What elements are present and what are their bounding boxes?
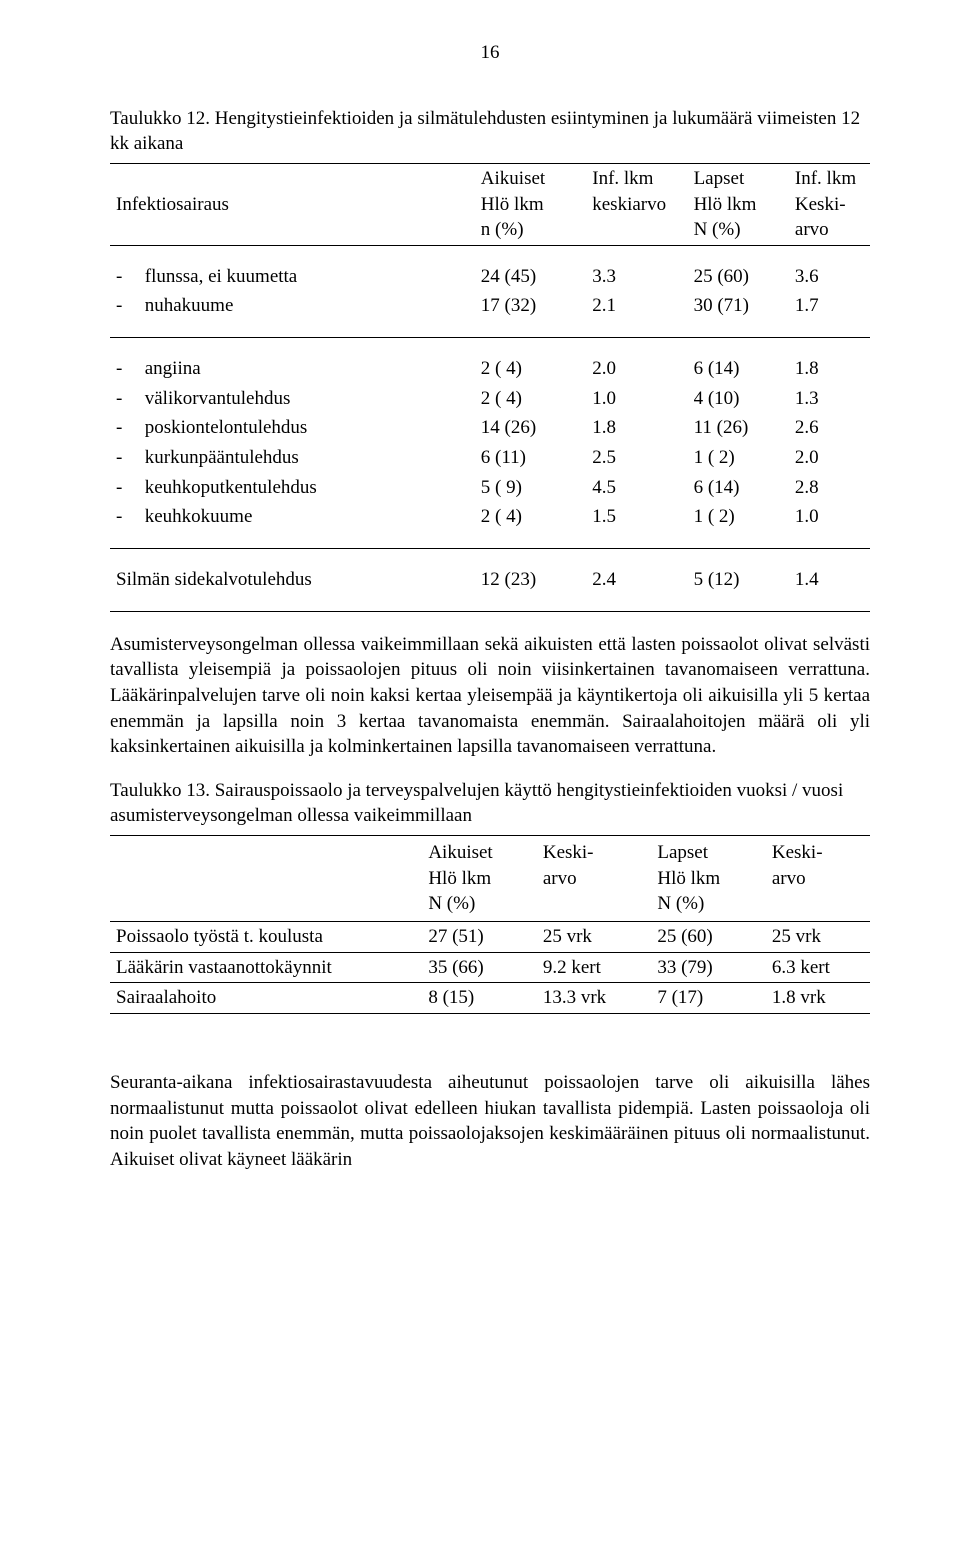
table-row: - flunssa, ei kuumetta24 (45)3.325 (60)3… bbox=[110, 262, 870, 292]
paragraph-1: Asumisterveysongelman ollessa vaikeimmil… bbox=[110, 632, 870, 760]
cell: 25 vrk bbox=[766, 922, 870, 953]
t13-header-c5: Keski- arvo bbox=[766, 836, 870, 922]
cell: 2.8 bbox=[789, 473, 870, 503]
cell: 1.0 bbox=[586, 384, 687, 414]
cell: 1.7 bbox=[789, 291, 870, 321]
cell: 11 (26) bbox=[688, 413, 789, 443]
table-row: - angiina2 ( 4)2.06 (14)1.8 bbox=[110, 354, 870, 384]
t12-header-c4: Lapset Hlö lkm N (%) bbox=[688, 163, 789, 245]
row-label: Sairaalahoito bbox=[110, 983, 422, 1014]
cell: 1.4 bbox=[789, 565, 870, 595]
cell: 2.4 bbox=[586, 565, 687, 595]
cell: 2 ( 4) bbox=[475, 502, 586, 532]
t12-header-c3: Inf. lkm keskiarvo bbox=[586, 163, 687, 245]
cell: 4 (10) bbox=[688, 384, 789, 414]
cell: 2.0 bbox=[789, 443, 870, 473]
table12: Infektiosairaus Aikuiset Hlö lkm n (%) I… bbox=[110, 163, 870, 612]
t12-header-c2: Aikuiset Hlö lkm n (%) bbox=[475, 163, 586, 245]
row-label: - poskiontelontulehdus bbox=[110, 413, 475, 443]
row-label: - angiina bbox=[110, 354, 475, 384]
document-page: 16 Taulukko 12. Hengitystieinfektioiden … bbox=[0, 0, 960, 1541]
cell: 27 (51) bbox=[422, 922, 537, 953]
cell: 4.5 bbox=[586, 473, 687, 503]
row-label: Silmän sidekalvotulehdus bbox=[110, 565, 475, 595]
row-label: - kurkunpääntulehdus bbox=[110, 443, 475, 473]
cell: 7 (17) bbox=[651, 983, 766, 1014]
table-row: - nuhakuume17 (32)2.130 (71)1.7 bbox=[110, 291, 870, 321]
cell: 24 (45) bbox=[475, 262, 586, 292]
table13-caption: Taulukko 13. Sairauspoissaolo ja terveys… bbox=[110, 778, 870, 829]
t13-header-c4: Lapset Hlö lkm N (%) bbox=[651, 836, 766, 922]
row-label: - keuhkoputkentulehdus bbox=[110, 473, 475, 503]
cell: 1.3 bbox=[789, 384, 870, 414]
cell: 1.8 vrk bbox=[766, 983, 870, 1014]
cell: 8 (15) bbox=[422, 983, 537, 1014]
cell: 33 (79) bbox=[651, 952, 766, 983]
cell: 6 (14) bbox=[688, 473, 789, 503]
page-number: 16 bbox=[110, 40, 870, 66]
cell: 5 (12) bbox=[688, 565, 789, 595]
cell: 1.8 bbox=[789, 354, 870, 384]
cell: 25 (60) bbox=[651, 922, 766, 953]
cell: 3.3 bbox=[586, 262, 687, 292]
cell: 9.2 kert bbox=[537, 952, 652, 983]
cell: 2 ( 4) bbox=[475, 354, 586, 384]
table-row: Silmän sidekalvotulehdus12 (23)2.45 (12)… bbox=[110, 565, 870, 595]
cell: 6.3 kert bbox=[766, 952, 870, 983]
cell: 30 (71) bbox=[688, 291, 789, 321]
table13: Aikuiset Hlö lkm N (%) Keski- arvo Lapse… bbox=[110, 835, 870, 1014]
table-row: Poissaolo työstä t. koulusta27 (51)25 vr… bbox=[110, 922, 870, 953]
table-row: Lääkärin vastaanottokäynnit35 (66)9.2 ke… bbox=[110, 952, 870, 983]
cell: 2.5 bbox=[586, 443, 687, 473]
row-label: - keuhkokuume bbox=[110, 502, 475, 532]
table-row: - kurkunpääntulehdus6 (11)2.51 ( 2)2.0 bbox=[110, 443, 870, 473]
row-label: Lääkärin vastaanottokäynnit bbox=[110, 952, 422, 983]
t13-header-left bbox=[110, 836, 422, 922]
cell: 1 ( 2) bbox=[688, 443, 789, 473]
cell: 35 (66) bbox=[422, 952, 537, 983]
cell: 1.5 bbox=[586, 502, 687, 532]
table-row: - poskiontelontulehdus14 (26)1.811 (26)2… bbox=[110, 413, 870, 443]
cell: 2.0 bbox=[586, 354, 687, 384]
cell: 2.1 bbox=[586, 291, 687, 321]
row-label: - välikorvantulehdus bbox=[110, 384, 475, 414]
cell: 1.8 bbox=[586, 413, 687, 443]
table-row: - keuhkoputkentulehdus5 ( 9)4.56 (14)2.8 bbox=[110, 473, 870, 503]
cell: 12 (23) bbox=[475, 565, 586, 595]
table12-caption: Taulukko 12. Hengitystieinfektioiden ja … bbox=[110, 106, 870, 157]
t13-header-c3: Keski- arvo bbox=[537, 836, 652, 922]
t12-header-c5: Inf. lkm Keski- arvo bbox=[789, 163, 870, 245]
cell: 13.3 vrk bbox=[537, 983, 652, 1014]
paragraph-2: Seuranta-aikana infektiosairastavuudesta… bbox=[110, 1070, 870, 1173]
cell: 3.6 bbox=[789, 262, 870, 292]
table-row: - välikorvantulehdus2 ( 4)1.04 (10)1.3 bbox=[110, 384, 870, 414]
row-label: - nuhakuume bbox=[110, 291, 475, 321]
cell: 6 (11) bbox=[475, 443, 586, 473]
table-row: Sairaalahoito8 (15)13.3 vrk7 (17)1.8 vrk bbox=[110, 983, 870, 1014]
row-label: Poissaolo työstä t. koulusta bbox=[110, 922, 422, 953]
cell: 1.0 bbox=[789, 502, 870, 532]
cell: 5 ( 9) bbox=[475, 473, 586, 503]
cell: 2.6 bbox=[789, 413, 870, 443]
cell: 6 (14) bbox=[688, 354, 789, 384]
cell: 14 (26) bbox=[475, 413, 586, 443]
t12-header-left: Infektiosairaus bbox=[110, 163, 475, 245]
table-row: - keuhkokuume2 ( 4)1.51 ( 2)1.0 bbox=[110, 502, 870, 532]
cell: 2 ( 4) bbox=[475, 384, 586, 414]
t13-header-c2: Aikuiset Hlö lkm N (%) bbox=[422, 836, 537, 922]
cell: 17 (32) bbox=[475, 291, 586, 321]
row-label: - flunssa, ei kuumetta bbox=[110, 262, 475, 292]
cell: 25 vrk bbox=[537, 922, 652, 953]
cell: 1 ( 2) bbox=[688, 502, 789, 532]
cell: 25 (60) bbox=[688, 262, 789, 292]
